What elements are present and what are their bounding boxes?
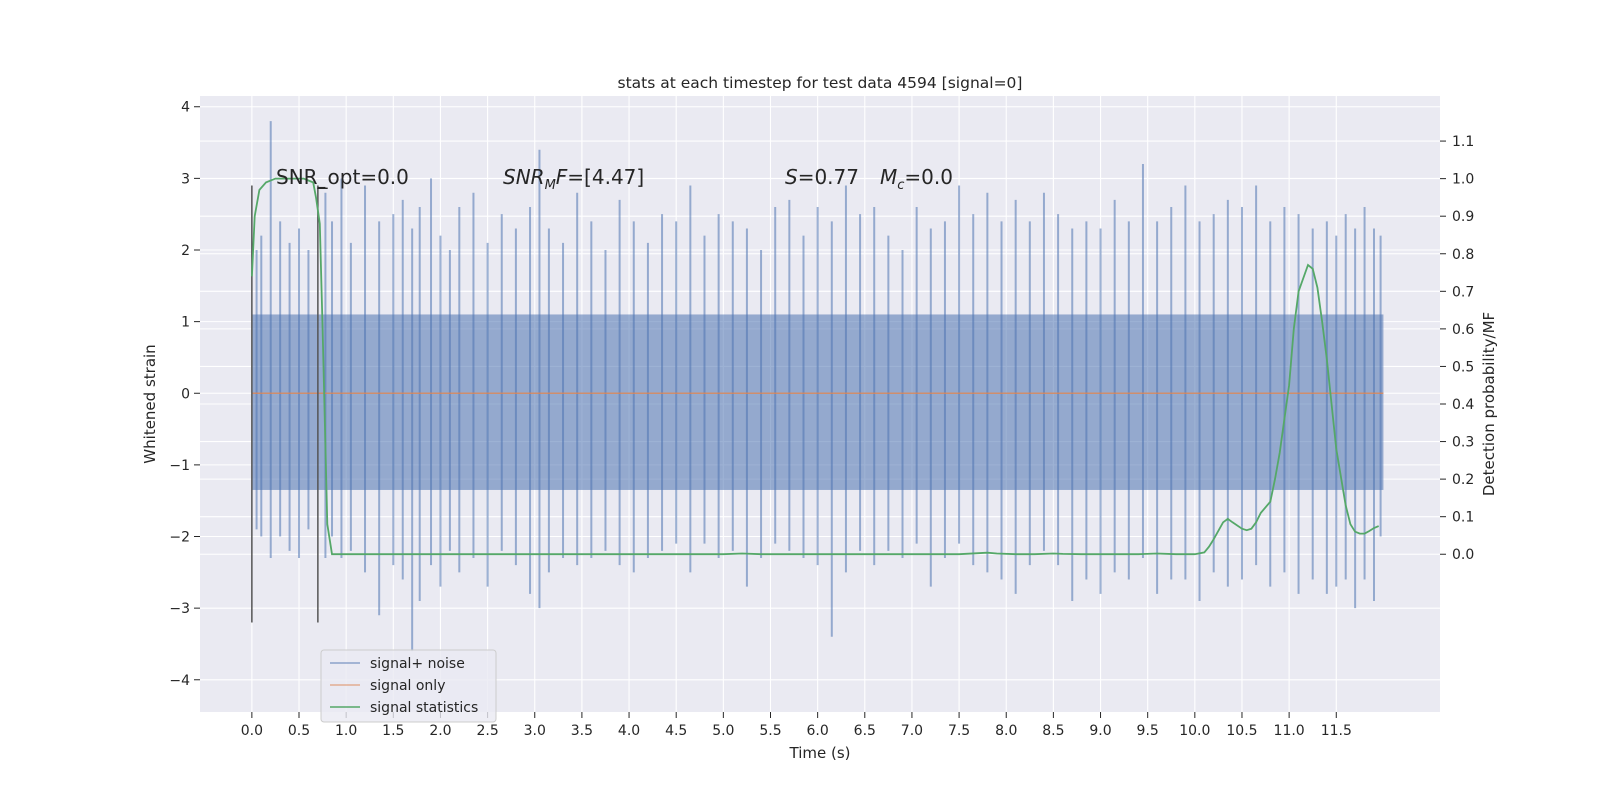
tick-label-y-right: 0.5	[1452, 359, 1474, 375]
tick-label-x: 11.5	[1321, 723, 1352, 739]
tick-label-x: 11.0	[1274, 723, 1305, 739]
left-axis-ticks: 4 3 2 1 0 −1 −2 −3 −4	[169, 100, 200, 689]
annotation-snr-mf-rest: =[4.47]	[567, 165, 644, 189]
tick-label-y-right: 0.8	[1452, 247, 1474, 263]
annotation-snr-opt: SNR_opt=0.0	[276, 165, 409, 189]
annotation-snr-mf: SNRMF=[4.47]	[503, 165, 644, 193]
tick-label-x: 2.0	[429, 723, 451, 739]
annotation-s: S=0.77	[785, 165, 859, 189]
annotation-mc-sub: c	[897, 178, 904, 193]
tick-label-y: −3	[169, 601, 190, 617]
tick-label-y-right: 0.7	[1452, 284, 1474, 300]
annotation-snr-mf-rest-name: F	[556, 165, 568, 189]
y-axis-label: Whitened strain	[141, 344, 159, 463]
tick-label-x: 3.5	[571, 723, 593, 739]
annotation-mc: Mc=0.0	[880, 165, 953, 193]
signal-statistics-line	[251, 177, 1380, 556]
tick-label-x: 6.5	[854, 723, 876, 739]
tick-label-x: 8.5	[1042, 723, 1064, 739]
annotation-snr-mf-name: SNR	[503, 165, 545, 189]
legend: signal+ noise signal only signal statist…	[320, 649, 497, 723]
annotation-mc-name: M	[880, 165, 897, 189]
tick-label-x: 3.0	[524, 723, 546, 739]
legend-box	[320, 649, 497, 723]
x-axis-ticks: 0.0 0.5 1.0 1.5 2.0 2.5 3.0 3.5 4.0 4.5 5.0 5.5 6.0 6…	[241, 712, 1352, 739]
tick-label-x: 0.5	[288, 723, 310, 739]
tick-label-y-right: 0.2	[1452, 472, 1474, 488]
tick-label-y: 3	[181, 171, 190, 187]
annotation-mc-rest: =0.0	[904, 165, 953, 189]
tick-label-y-right: 0.1	[1452, 510, 1474, 526]
legend-label-signal-statistics: signal statistics	[370, 700, 478, 716]
legend-label-signal-only: signal only	[370, 678, 445, 694]
tick-label-x: 10.0	[1179, 723, 1210, 739]
x-axis-label: Time (s)	[789, 744, 851, 762]
tick-label-y: 2	[181, 243, 190, 259]
tick-label-x: 1.5	[382, 723, 404, 739]
tick-label-x: 4.5	[665, 723, 687, 739]
tick-label-x: 7.0	[901, 723, 923, 739]
tick-label-x: 9.0	[1089, 723, 1111, 739]
tick-label-y: 0	[181, 386, 190, 402]
tick-label-y: 4	[181, 100, 190, 116]
tick-label-x: 4.0	[618, 723, 640, 739]
tick-label-y: 1	[181, 315, 190, 331]
tick-label-y-right: 0.9	[1452, 209, 1474, 225]
tick-label-x: 5.0	[712, 723, 734, 739]
tick-label-y: −4	[169, 673, 190, 689]
tick-label-y-right: 0.4	[1452, 397, 1474, 413]
series-signal-statistics	[251, 177, 1380, 556]
tick-label-y-right: 1.0	[1452, 172, 1474, 188]
tick-label-y: −2	[169, 530, 190, 546]
tick-label-x: 6.0	[807, 723, 829, 739]
tick-label-y-right: 0.0	[1452, 547, 1474, 563]
tick-label-x: 7.5	[948, 723, 970, 739]
tick-label-x: 2.5	[476, 723, 498, 739]
tick-label-x: 10.5	[1226, 723, 1257, 739]
tick-label-y-right: 0.6	[1452, 322, 1474, 338]
annotation-s-name: S	[785, 165, 798, 189]
series-signal-noise	[251, 121, 1384, 652]
tick-label-y: −1	[169, 458, 190, 474]
tick-label-x: 9.5	[1137, 723, 1159, 739]
chart-title: stats at each timestep for test data 459…	[618, 74, 1023, 92]
tick-label-x: 1.0	[335, 723, 357, 739]
y-axis-label-right: Detection probability/MF	[1480, 312, 1498, 496]
annotation-snr-mf-sub: M	[545, 178, 556, 193]
tick-label-x: 0.0	[241, 723, 263, 739]
legend-label-signal-noise: signal+ noise	[370, 656, 465, 672]
annotations: SNR_opt=0.0 SNRMF=[4.47] S=0.77 Mc=0.0	[276, 165, 953, 193]
tick-label-y-right: 1.1	[1452, 134, 1474, 150]
tick-label-x: 5.5	[759, 723, 781, 739]
tick-label-y-right: 0.3	[1452, 435, 1474, 451]
right-axis-ticks: 1.1 1.0 0.9 0.8 0.7 0.6 0.5 0.4 0.3 0.2 0.1 0.0	[1440, 134, 1474, 563]
annotation-s-rest: =0.77	[798, 165, 859, 189]
tick-label-x: 8.0	[995, 723, 1017, 739]
